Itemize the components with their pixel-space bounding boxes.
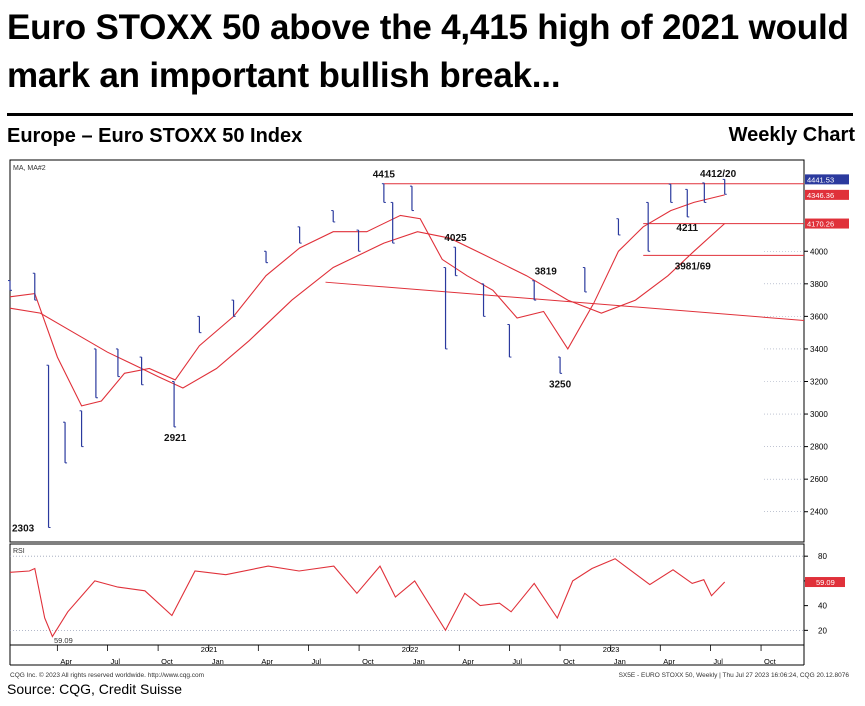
rsi-panel-frame [9,543,805,646]
x-tick-label: Apr [60,657,72,666]
x-tick-label: Apr [261,657,273,666]
chart-period: Weekly Chart [728,124,855,146]
source-note: Source: CQG, Credit Suisse [7,681,183,697]
trendline [325,281,805,321]
moving-average-line-ma [9,194,725,407]
x-tick-label: Apr [663,657,675,666]
price-y-tick-label: 3600 [810,312,828,321]
price-annotation: 4412/20 [700,169,737,180]
price-y-tick-label: 3200 [810,377,828,386]
divider [7,113,853,116]
x-tick-label: Jan [212,657,224,666]
price-tag-label: 4170.26 [807,220,834,229]
x-tick-label: Oct [764,657,777,666]
price-legend: MA, MA#2 [13,165,46,172]
price-y-tick-label: 2600 [810,475,828,484]
price-annotation: 4415 [373,170,396,181]
price-panel-frame [9,159,805,543]
moving-average-line-ma-2 [9,223,726,389]
price-annotation: 3819 [535,267,558,278]
x-tick-label: Jan [614,657,626,666]
x-tick-label: Oct [362,657,375,666]
price-annotation: 4025 [444,233,467,244]
x-tick-label: Jul [311,657,321,666]
price-and-rsi-chart: MA, MA#2 RSI 2400 2600 2800 3000 3200 3400 3600 3… [8,159,850,679]
rsi-y-tick-label: 80 [818,552,827,561]
rsi-line [9,558,726,638]
rsi-legend: RSI [13,548,25,555]
chart-title: Europe – Euro STOXX 50 Index [7,125,303,147]
x-year-label: 2023 [603,645,620,654]
price-y-tick-label: 2400 [810,508,828,517]
rsi-value-tag-box [805,577,845,588]
rsi-value-tag-label: 59.09 [816,578,835,587]
price-y-tick-label: 3400 [810,345,828,354]
price-y-tick-label: 3000 [810,410,828,419]
price-annotation: 2921 [164,433,187,444]
price-tag-label: 4346.36 [807,191,834,200]
x-tick-label: Jan [413,657,425,666]
price-annotation: 3981/69 [675,261,712,272]
x-tick-label: Apr [462,657,474,666]
price-tag-label: 4441.53 [807,175,834,184]
rsi-y-tick-label: 40 [818,602,827,611]
chart-container: MA, MA#2 RSI 2400 2600 2800 3000 3200 3400 3600 3… [7,158,855,680]
price-annotation: 4211 [676,223,698,234]
x-tick-label: Oct [161,657,174,666]
price-tag-box [805,218,849,229]
x-tick-label: Jul [110,657,120,666]
price-y-tick-label: 3800 [810,280,828,289]
price-annotation: 3250 [549,379,572,390]
price-y-tick-label: 4000 [810,247,828,256]
rsi-last-value-label: 59.09 [54,636,73,645]
headline: Euro STOXX 50 above the 4,415 high of 20… [7,8,849,95]
x-tick-label: Jul [713,657,723,666]
x-year-label: 2021 [201,645,218,654]
price-tag-box [805,189,849,200]
x-tick-label: Jul [512,657,522,666]
data-stamp-text: SX5E - EURO STOXX 50, Weekly | Thu Jul 2… [619,672,850,679]
price-annotation: 2303 [12,524,35,535]
price-y-tick-label: 2800 [810,443,828,452]
price-tag-box [805,174,849,185]
copyright-text: CQG Inc. © 2023 All rights reserved worl… [10,671,204,679]
x-year-label: 2022 [402,645,419,654]
rsi-y-tick-label: 20 [818,626,827,635]
x-tick-label: Oct [563,657,576,666]
